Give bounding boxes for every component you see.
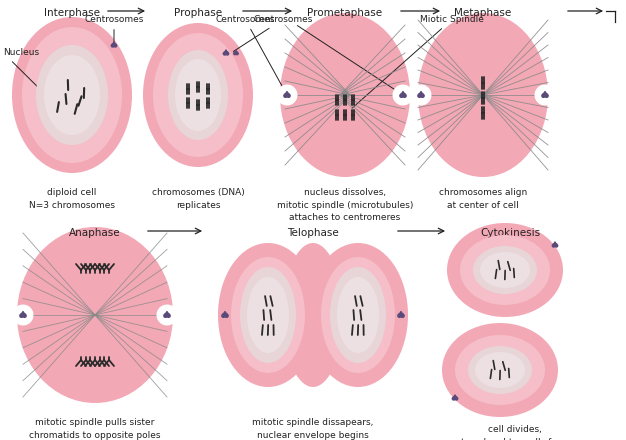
Ellipse shape xyxy=(442,323,558,417)
Polygon shape xyxy=(453,395,458,400)
Text: Anaphase: Anaphase xyxy=(69,228,121,238)
Text: nucleus dissolves,
mitotic spindle (microtubules)
attaches to centromeres: nucleus dissolves, mitotic spindle (micr… xyxy=(277,188,413,222)
Ellipse shape xyxy=(36,45,108,145)
Polygon shape xyxy=(233,51,239,55)
Polygon shape xyxy=(542,92,548,97)
Ellipse shape xyxy=(17,227,173,403)
Ellipse shape xyxy=(535,85,555,105)
Ellipse shape xyxy=(44,55,100,135)
Ellipse shape xyxy=(218,243,318,387)
Polygon shape xyxy=(164,312,170,317)
Ellipse shape xyxy=(277,85,297,105)
Ellipse shape xyxy=(480,252,530,288)
Text: cell divides,
two daughter cells form: cell divides, two daughter cells form xyxy=(461,425,569,440)
Polygon shape xyxy=(398,312,404,317)
Ellipse shape xyxy=(175,59,221,131)
Ellipse shape xyxy=(460,235,550,305)
Text: Centrosomes: Centrosomes xyxy=(215,15,285,92)
Text: Miotic Spindle: Miotic Spindle xyxy=(352,15,484,108)
Polygon shape xyxy=(552,242,558,247)
Ellipse shape xyxy=(468,346,532,394)
Text: Telophase: Telophase xyxy=(287,228,339,238)
Ellipse shape xyxy=(240,267,296,363)
Text: chromosomes (DNA)
replicates: chromosomes (DNA) replicates xyxy=(151,188,244,209)
Ellipse shape xyxy=(22,27,122,163)
Ellipse shape xyxy=(475,352,525,388)
Polygon shape xyxy=(400,92,406,97)
Ellipse shape xyxy=(280,13,410,177)
Ellipse shape xyxy=(411,85,431,105)
Ellipse shape xyxy=(447,223,563,317)
Polygon shape xyxy=(20,312,26,317)
Ellipse shape xyxy=(337,277,379,353)
Ellipse shape xyxy=(473,246,537,294)
Polygon shape xyxy=(223,50,228,55)
Ellipse shape xyxy=(13,305,33,325)
Ellipse shape xyxy=(143,23,253,167)
Ellipse shape xyxy=(418,13,548,177)
Polygon shape xyxy=(111,42,116,47)
Polygon shape xyxy=(222,312,228,317)
Text: mitotic spindle pulls sister
chromatids to opposite poles: mitotic spindle pulls sister chromatids … xyxy=(29,418,161,440)
Text: Prophase: Prophase xyxy=(174,8,222,18)
Text: Centrosomes: Centrosomes xyxy=(233,15,312,51)
Ellipse shape xyxy=(247,277,289,353)
Text: Prometaphase: Prometaphase xyxy=(307,8,382,18)
Ellipse shape xyxy=(12,17,132,173)
Ellipse shape xyxy=(168,50,228,140)
Polygon shape xyxy=(418,92,424,97)
Ellipse shape xyxy=(393,85,413,105)
Text: Cytokinesis: Cytokinesis xyxy=(480,228,540,238)
Text: Nucleus: Nucleus xyxy=(3,48,62,111)
Ellipse shape xyxy=(321,257,395,373)
Ellipse shape xyxy=(153,33,243,157)
Text: Interphase: Interphase xyxy=(44,8,100,18)
Text: chromosomes align
at center of cell: chromosomes align at center of cell xyxy=(439,188,527,209)
Ellipse shape xyxy=(231,257,305,373)
Text: Metaphase: Metaphase xyxy=(454,8,511,18)
Ellipse shape xyxy=(308,243,408,387)
Text: mitotic spindle dissapears,
nuclear envelope begins
to reform, cell division beg: mitotic spindle dissapears, nuclear enve… xyxy=(246,418,380,440)
Polygon shape xyxy=(284,92,290,97)
Text: diploid cell
N=3 chromosomes: diploid cell N=3 chromosomes xyxy=(29,188,115,209)
Ellipse shape xyxy=(455,335,545,405)
Ellipse shape xyxy=(283,243,343,387)
Text: Centrosomes: Centrosomes xyxy=(85,15,144,42)
Ellipse shape xyxy=(157,305,177,325)
Ellipse shape xyxy=(330,267,386,363)
